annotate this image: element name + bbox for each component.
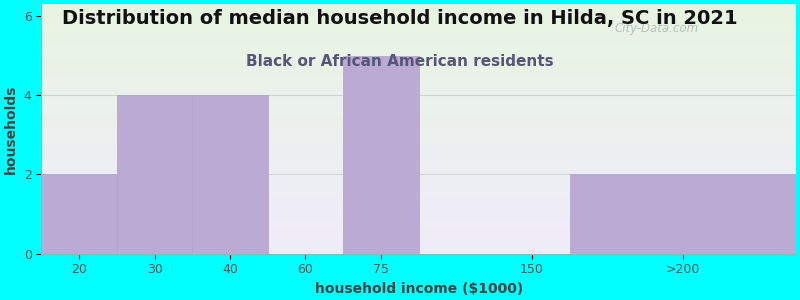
- Bar: [117, 95, 192, 254]
- X-axis label: household income ($1000): household income ($1000): [314, 282, 522, 296]
- Text: Distribution of median household income in Hilda, SC in 2021: Distribution of median household income …: [62, 9, 738, 28]
- Bar: [343, 56, 418, 253]
- Bar: [192, 95, 268, 254]
- Y-axis label: households: households: [4, 84, 18, 173]
- Bar: [42, 174, 117, 254]
- Bar: [570, 174, 796, 254]
- Text: City-Data.com: City-Data.com: [614, 22, 699, 34]
- Text: Black or African American residents: Black or African American residents: [246, 54, 554, 69]
